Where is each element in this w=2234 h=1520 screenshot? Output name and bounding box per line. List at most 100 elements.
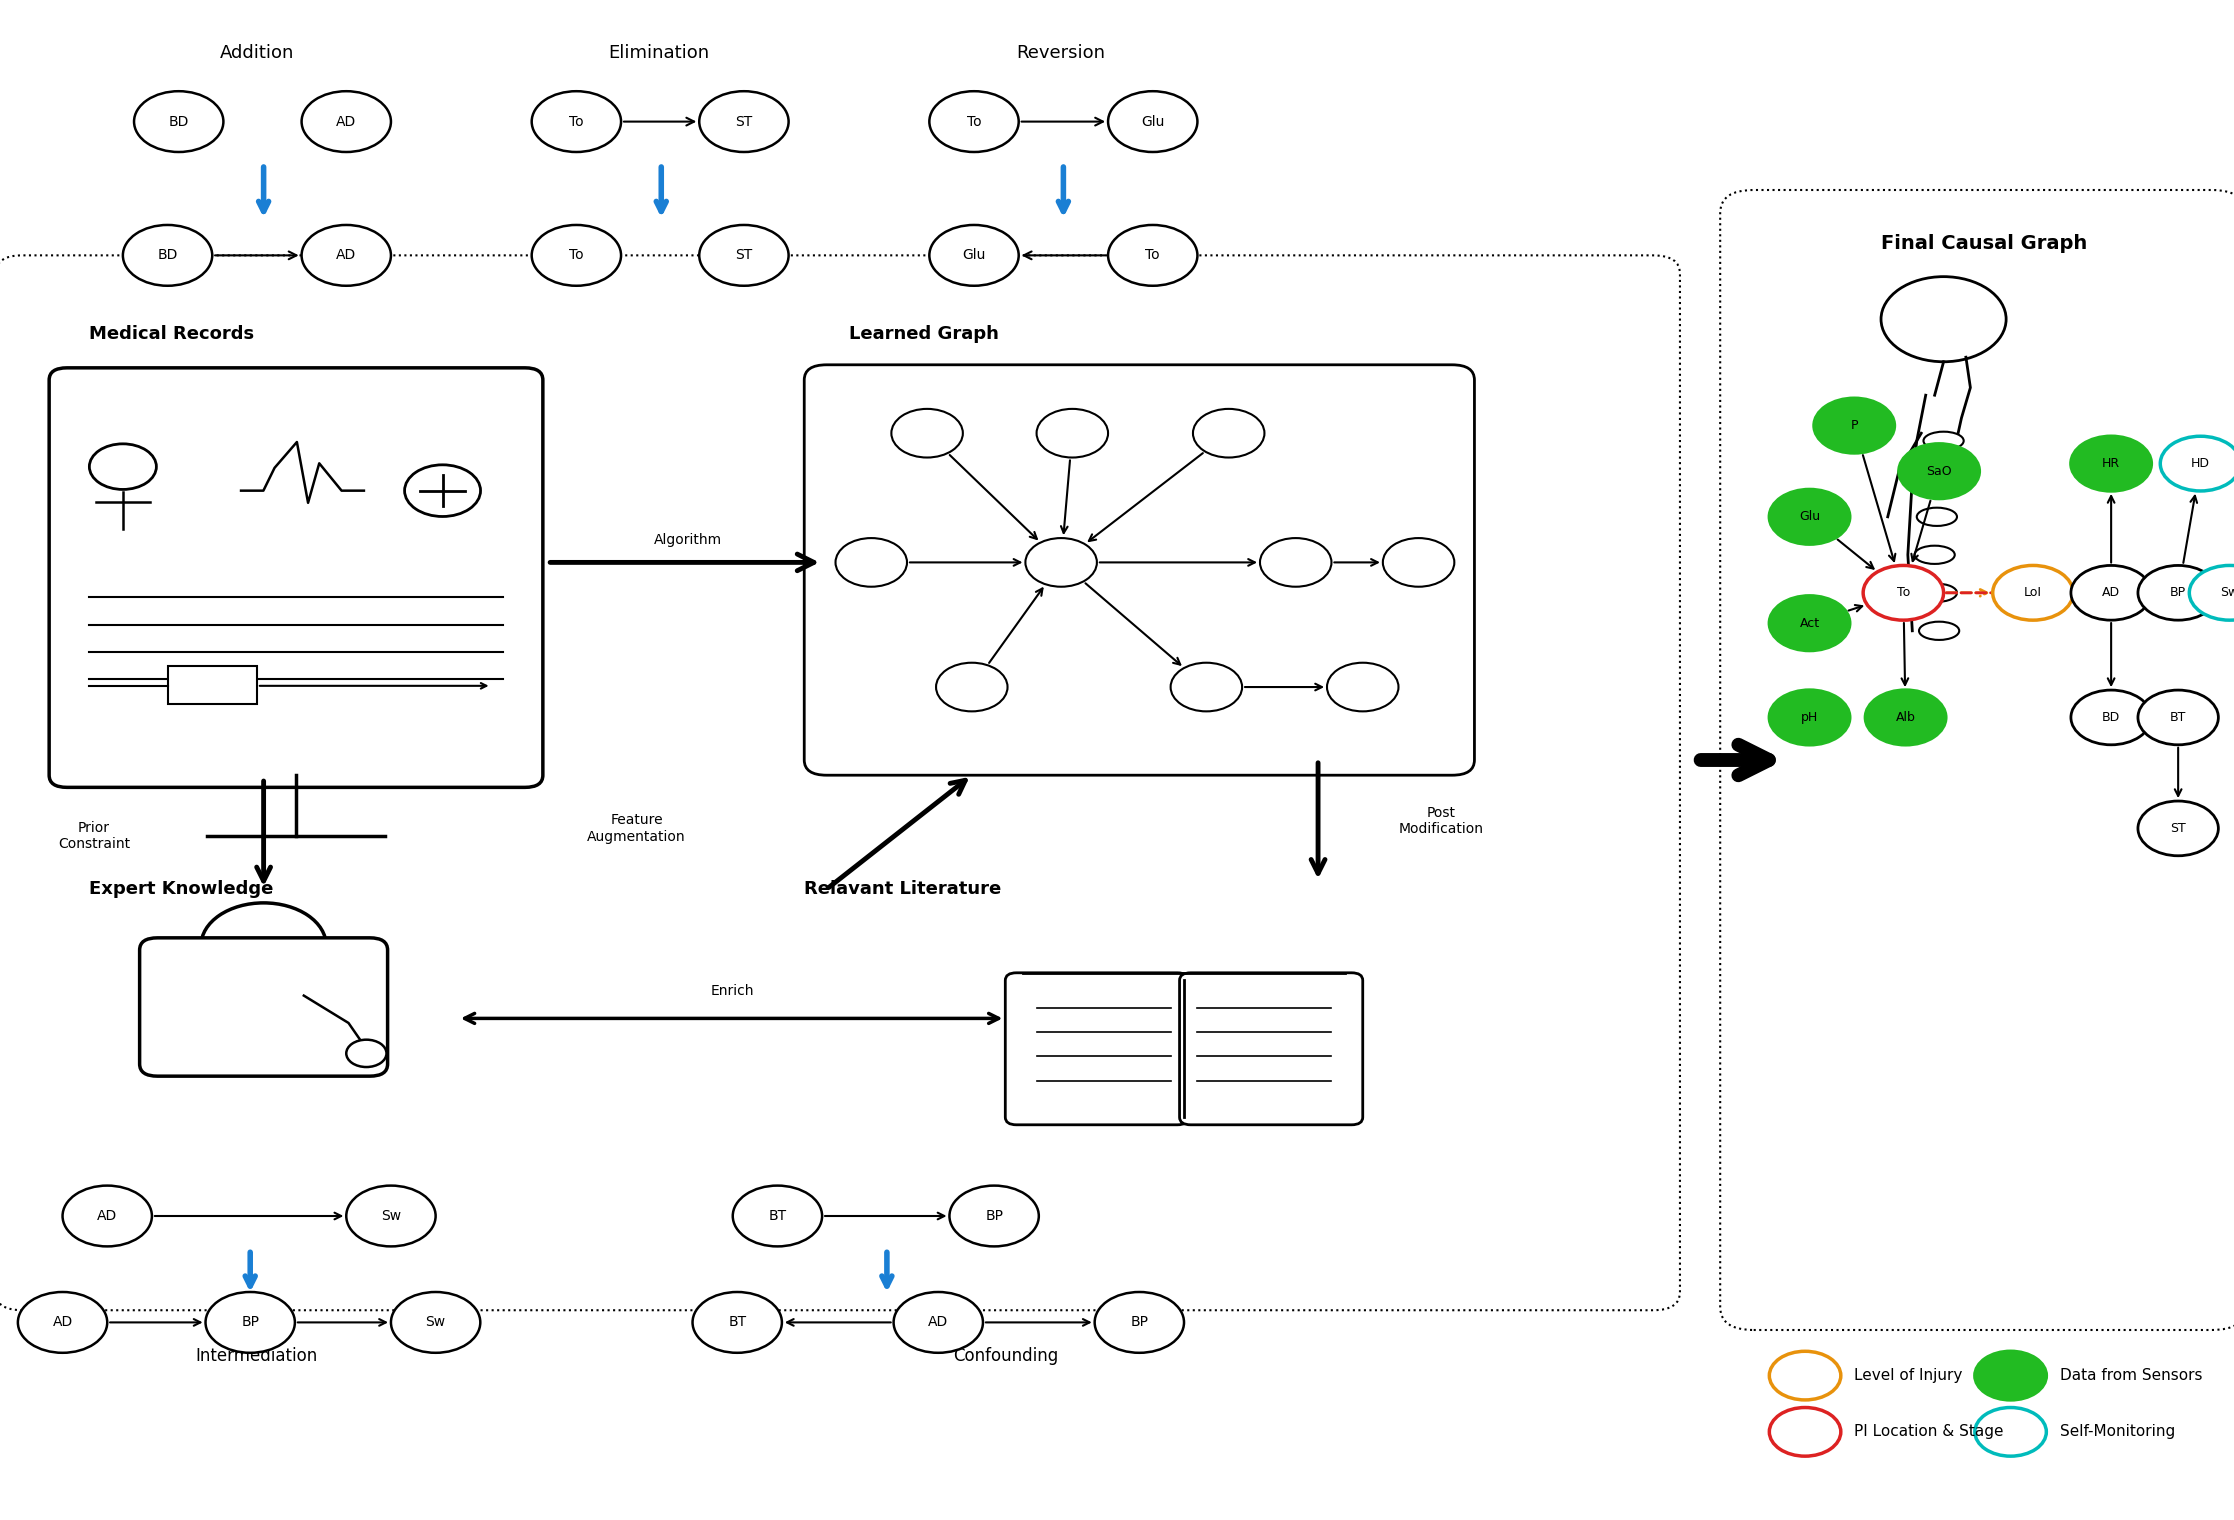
Circle shape: [2160, 436, 2234, 491]
Text: To: To: [967, 114, 981, 129]
Text: Intermediation: Intermediation: [197, 1347, 317, 1365]
Circle shape: [1327, 663, 1398, 711]
FancyBboxPatch shape: [0, 255, 1680, 1310]
Text: BT: BT: [2169, 711, 2187, 724]
Text: BD: BD: [2102, 711, 2120, 724]
Text: Expert Knowledge: Expert Knowledge: [89, 880, 275, 898]
Text: BT: BT: [768, 1208, 786, 1224]
Circle shape: [1975, 1408, 2046, 1456]
Circle shape: [699, 91, 789, 152]
Circle shape: [346, 1186, 436, 1246]
Text: Act: Act: [1798, 617, 1821, 629]
Text: AD: AD: [335, 114, 357, 129]
Circle shape: [2189, 565, 2234, 620]
Circle shape: [1863, 565, 1944, 620]
Circle shape: [2071, 690, 2151, 745]
Text: BP: BP: [1130, 1315, 1148, 1330]
Text: BT: BT: [728, 1315, 746, 1330]
Text: Glu: Glu: [963, 248, 985, 263]
Text: HD: HD: [2192, 458, 2209, 470]
Text: pH: pH: [1801, 711, 1818, 724]
Circle shape: [733, 1186, 822, 1246]
Text: Prior
Constraint: Prior Constraint: [58, 821, 130, 851]
Circle shape: [18, 1292, 107, 1353]
Circle shape: [123, 225, 212, 286]
Circle shape: [1993, 565, 2073, 620]
Circle shape: [1769, 1408, 1841, 1456]
Ellipse shape: [1917, 508, 1957, 526]
Text: Sw: Sw: [424, 1315, 447, 1330]
Circle shape: [63, 1186, 152, 1246]
Ellipse shape: [1919, 470, 1959, 488]
Text: To: To: [570, 248, 583, 263]
Text: ST: ST: [735, 248, 753, 263]
Text: AD: AD: [96, 1208, 118, 1224]
Text: Post
Modification: Post Modification: [1398, 806, 1483, 836]
Circle shape: [929, 225, 1019, 286]
Circle shape: [929, 91, 1019, 152]
Circle shape: [1383, 538, 1454, 587]
Circle shape: [699, 225, 789, 286]
Circle shape: [1108, 91, 1197, 152]
Text: Elimination: Elimination: [608, 44, 710, 62]
Text: Enrich: Enrich: [710, 983, 755, 999]
Circle shape: [1899, 444, 1979, 499]
FancyBboxPatch shape: [49, 368, 543, 787]
Text: Confounding: Confounding: [952, 1347, 1059, 1365]
Text: Self-Monitoring: Self-Monitoring: [2060, 1424, 2176, 1439]
Circle shape: [2138, 801, 2218, 856]
Circle shape: [1025, 538, 1097, 587]
Circle shape: [2138, 565, 2218, 620]
Text: SaO: SaO: [1926, 465, 1953, 477]
Text: BP: BP: [985, 1208, 1003, 1224]
Circle shape: [693, 1292, 782, 1353]
Text: BP: BP: [2169, 587, 2187, 599]
Text: ST: ST: [735, 114, 753, 129]
Text: AD: AD: [2102, 587, 2120, 599]
Text: Feature
Augmentation: Feature Augmentation: [588, 813, 686, 844]
Text: Final Causal Graph: Final Causal Graph: [1881, 234, 2087, 252]
Circle shape: [2071, 565, 2151, 620]
Text: Alb: Alb: [1897, 711, 1915, 724]
Circle shape: [1769, 489, 1850, 544]
Circle shape: [532, 225, 621, 286]
Text: Level of Injury: Level of Injury: [1854, 1368, 1964, 1383]
Text: AD: AD: [51, 1315, 74, 1330]
Circle shape: [1171, 663, 1242, 711]
Text: Reversion: Reversion: [1016, 44, 1106, 62]
FancyBboxPatch shape: [168, 666, 257, 704]
Circle shape: [302, 91, 391, 152]
Text: Medical Records: Medical Records: [89, 325, 255, 344]
Circle shape: [346, 1040, 386, 1067]
Text: ST: ST: [2169, 822, 2187, 834]
Circle shape: [1769, 596, 1850, 651]
Circle shape: [949, 1186, 1039, 1246]
Text: Algorithm: Algorithm: [655, 532, 722, 547]
Circle shape: [206, 1292, 295, 1353]
Circle shape: [404, 465, 480, 517]
Text: To: To: [570, 114, 583, 129]
Text: Learned Graph: Learned Graph: [849, 325, 999, 344]
Circle shape: [1881, 277, 2006, 362]
Text: Sw: Sw: [2221, 587, 2234, 599]
Text: AD: AD: [335, 248, 357, 263]
FancyBboxPatch shape: [1180, 973, 1363, 1125]
Circle shape: [1193, 409, 1264, 458]
FancyBboxPatch shape: [804, 365, 1474, 775]
Text: Glu: Glu: [1142, 114, 1164, 129]
Circle shape: [532, 91, 621, 152]
Circle shape: [836, 538, 907, 587]
Text: Addition: Addition: [219, 44, 295, 62]
Text: Data from Sensors: Data from Sensors: [2060, 1368, 2203, 1383]
Text: P: P: [1850, 420, 1859, 432]
Text: BD: BD: [168, 114, 190, 129]
Circle shape: [936, 663, 1008, 711]
Circle shape: [1769, 690, 1850, 745]
Text: BP: BP: [241, 1315, 259, 1330]
Ellipse shape: [1915, 546, 1955, 564]
Circle shape: [1260, 538, 1331, 587]
Circle shape: [1095, 1292, 1184, 1353]
Text: To: To: [1897, 587, 1910, 599]
Text: Relavant Literature: Relavant Literature: [804, 880, 1001, 898]
Text: Glu: Glu: [1798, 511, 1821, 523]
